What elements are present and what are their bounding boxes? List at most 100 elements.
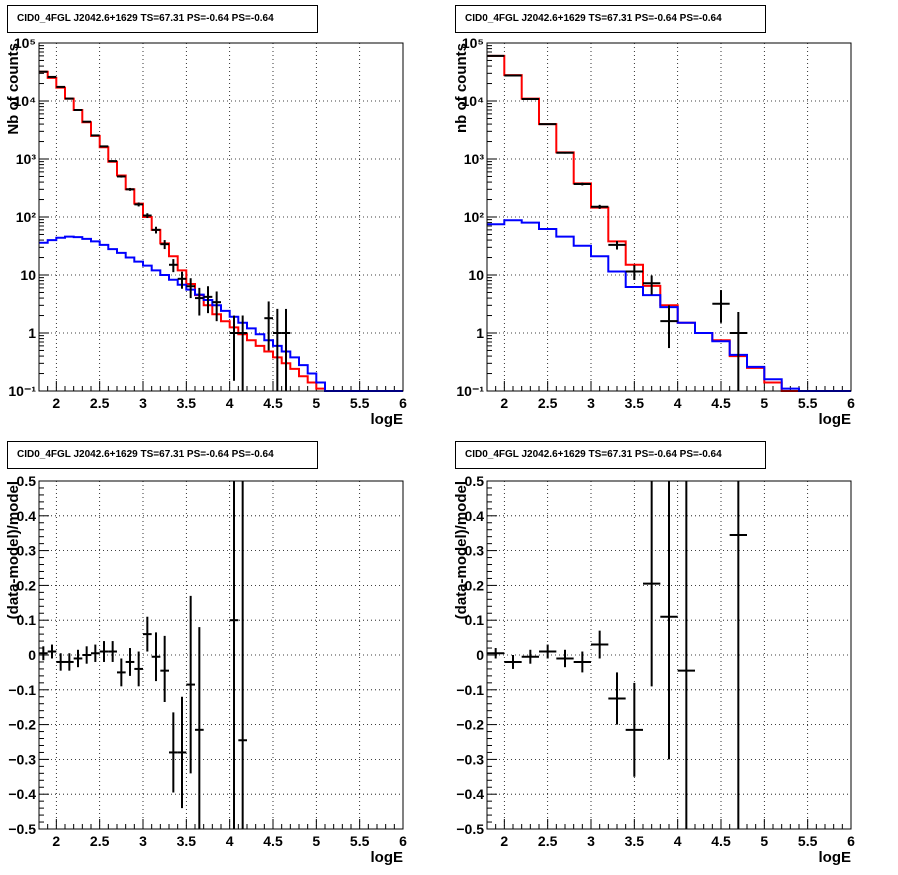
plot-panel-2: 2 2.5 3 3.5 4 4.5 5 5.5 6 −0.5 −0.4 −0.3 −0.2 −0.1 0 0.… <box>5 473 407 866</box>
y-tick-label: 1 <box>28 325 36 341</box>
data-point-17 <box>186 278 195 299</box>
data-point-2 <box>521 98 539 101</box>
data-point-12 <box>729 481 747 829</box>
data-point-16 <box>177 696 187 809</box>
data-point-6 <box>591 630 609 659</box>
data-point-15 <box>169 259 178 273</box>
plot-title-bottom-right: CID0_4FGL J2042.6+1629 TS=67.31 PS=-0.64… <box>455 441 766 469</box>
y-tick-label: −0.5 <box>8 821 36 837</box>
y-tick-label: 10 <box>468 267 484 283</box>
y-tick-label: −0.3 <box>8 751 36 767</box>
data-point-0 <box>39 70 48 73</box>
data-point-3 <box>539 123 557 126</box>
data-point-9 <box>643 275 661 295</box>
plot-title-bottom-left: CID0_4FGL J2042.6+1629 TS=67.31 PS=-0.64… <box>7 441 318 469</box>
x-tick-label: 3 <box>587 395 595 411</box>
plot-panel-3: 2 2.5 3 3.5 4 4.5 5 5.5 6 −0.5 −0.4 −0.3 −0.2 −0.1 0 0.… <box>453 473 855 866</box>
data-point-11 <box>677 481 695 829</box>
y-tick-label: 0.4 <box>465 508 485 524</box>
data-point-19 <box>229 481 239 829</box>
data-point-6 <box>591 204 609 209</box>
data-point-11 <box>134 202 143 207</box>
x-tick-label: 4 <box>226 833 234 849</box>
x-axis-label: logE <box>819 411 852 428</box>
plot-panel-0: 2 2.5 3 3.5 4 4.5 5 5.5 6 10⁻¹ 1 10 10² 10³ 10⁴ 10⁵ logE… <box>5 35 407 428</box>
y-tick-label: 10⁵ <box>462 35 484 51</box>
data-point-4 <box>73 108 83 111</box>
data-point-3 <box>65 653 74 671</box>
x-tick-label: 4.5 <box>711 833 731 849</box>
data-point-7 <box>99 145 109 148</box>
x-tick-label: 6 <box>399 395 407 411</box>
y-tick-label: −0.1 <box>8 682 36 698</box>
data-point-3 <box>65 97 74 100</box>
plot-frame <box>486 480 852 830</box>
data-point-4 <box>73 649 83 668</box>
data-point-11 <box>712 290 730 323</box>
data-point-7 <box>608 241 626 250</box>
data-point-13 <box>151 632 161 682</box>
y-axis-label: nb of counts <box>453 43 470 133</box>
data-point-24 <box>273 308 282 391</box>
y-axis-label: (data-model)/model <box>453 481 470 619</box>
x-tick-label: 6 <box>847 395 855 411</box>
x-tick-label: 2.5 <box>538 395 558 411</box>
y-tick-label: −0.1 <box>456 682 484 698</box>
x-tick-label: 4.5 <box>711 395 731 411</box>
y-tick-label: −0.2 <box>456 717 484 733</box>
data-point-0 <box>487 648 505 659</box>
x-tick-label: 2.5 <box>538 833 558 849</box>
data-point-8 <box>108 641 117 662</box>
data-point-11 <box>134 651 143 687</box>
data-point-6 <box>91 134 100 137</box>
data-point-2 <box>56 653 65 671</box>
data-point-4 <box>556 649 574 668</box>
x-tick-label: 5.5 <box>798 395 818 411</box>
plot-frame <box>38 42 404 392</box>
y-tick-label: 10⁻¹ <box>456 383 484 399</box>
plot-panel-1: 2 2.5 3 3.5 4 4.5 5 5.5 6 10⁻¹ 1 10 10² 10³ 10⁴ 10⁵ logE… <box>453 35 855 428</box>
data-point-14 <box>160 240 169 250</box>
y-tick-label: 0.2 <box>17 577 37 593</box>
y-tick-label: 0 <box>28 647 36 663</box>
x-tick-label: 4.5 <box>263 833 283 849</box>
data-point-12 <box>143 616 152 652</box>
x-tick-label: 2.5 <box>90 395 110 411</box>
data-point-25 <box>281 308 291 391</box>
y-tick-label: 10² <box>464 209 485 225</box>
data-point-1 <box>47 644 57 659</box>
y-tick-label: 1 <box>476 325 484 341</box>
x-tick-label: 6 <box>399 833 407 849</box>
y-tick-label: 10³ <box>464 151 485 167</box>
y-tick-label: 10 <box>20 267 36 283</box>
x-tick-label: 3.5 <box>625 833 645 849</box>
data-point-9 <box>117 175 126 178</box>
y-tick-label: 0.3 <box>17 543 37 559</box>
y-tick-label: 0.5 <box>465 473 485 489</box>
x-tick-label: 3 <box>139 395 147 411</box>
x-tick-label: 3.5 <box>177 395 197 411</box>
y-tick-label: −0.3 <box>456 751 484 767</box>
data-point-14 <box>160 635 169 702</box>
data-point-8 <box>625 682 643 777</box>
x-tick-label: 5.5 <box>798 833 818 849</box>
data-point-1 <box>504 74 522 77</box>
histogram-series-0 <box>39 70 403 392</box>
y-tick-label: −0.5 <box>456 821 484 837</box>
data-point-16 <box>177 271 187 289</box>
x-tick-label: 4 <box>674 833 682 849</box>
x-tick-label: 2 <box>500 395 508 411</box>
x-tick-label: 3.5 <box>625 395 645 411</box>
data-point-18 <box>195 287 204 316</box>
y-tick-label: 0.3 <box>465 543 485 559</box>
y-tick-label: −0.2 <box>8 717 36 733</box>
y-tick-label: 10⁴ <box>462 93 485 109</box>
data-point-19 <box>203 286 213 314</box>
data-point-1 <box>504 655 522 669</box>
data-point-8 <box>108 160 117 163</box>
data-point-12 <box>729 312 747 391</box>
x-tick-label: 3.5 <box>177 833 197 849</box>
y-tick-label: 10³ <box>16 151 37 167</box>
data-point-21 <box>229 315 239 381</box>
